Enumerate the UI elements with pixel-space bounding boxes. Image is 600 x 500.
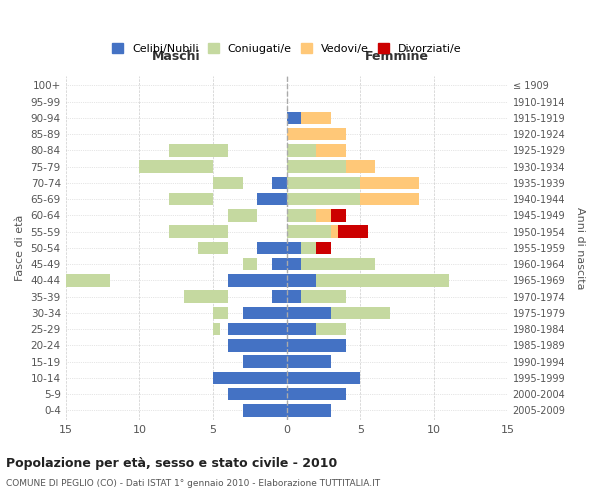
Bar (169, 226, 228, 238)
Bar (228, 274, 287, 286)
Bar (287, 258, 301, 270)
Bar (199, 193, 206, 205)
Bar (346, 160, 375, 173)
Bar (316, 323, 346, 336)
Bar (257, 242, 287, 254)
Bar (272, 258, 287, 270)
Bar (361, 176, 419, 189)
Bar (331, 209, 346, 222)
Bar (287, 176, 361, 189)
Bar (287, 193, 361, 205)
Bar (199, 226, 213, 238)
Bar (242, 404, 287, 416)
Text: COMUNE DI PEGLIO (CO) - Dati ISTAT 1° gennaio 2010 - Elaborazione TUTTITALIA.IT: COMUNE DI PEGLIO (CO) - Dati ISTAT 1° ge… (6, 479, 380, 488)
Text: Femmine: Femmine (365, 50, 429, 62)
Bar (287, 323, 316, 336)
Bar (331, 226, 338, 238)
Bar (287, 128, 346, 140)
Bar (257, 193, 287, 205)
Y-axis label: Anni di nascita: Anni di nascita (575, 206, 585, 289)
Bar (228, 388, 287, 400)
Bar (331, 306, 390, 319)
Bar (213, 372, 287, 384)
Bar (301, 290, 346, 303)
Bar (316, 274, 449, 286)
Bar (287, 274, 316, 286)
Bar (287, 356, 331, 368)
Text: Maschi: Maschi (152, 50, 200, 62)
Bar (213, 306, 228, 319)
Bar (287, 290, 301, 303)
Bar (242, 356, 287, 368)
Bar (213, 176, 242, 189)
Bar (287, 160, 346, 173)
Bar (272, 290, 287, 303)
Bar (199, 242, 228, 254)
Bar (0, 274, 110, 286)
Bar (361, 193, 419, 205)
Bar (316, 242, 331, 254)
Bar (242, 306, 287, 319)
Bar (228, 339, 287, 351)
Bar (287, 242, 301, 254)
Bar (213, 323, 220, 336)
Bar (95, 274, 103, 286)
Bar (287, 209, 316, 222)
Bar (301, 112, 331, 124)
Bar (287, 372, 361, 384)
Bar (287, 404, 331, 416)
Bar (287, 226, 331, 238)
Bar (169, 193, 213, 205)
Bar (287, 339, 346, 351)
Bar (184, 290, 228, 303)
Bar (287, 306, 331, 319)
Bar (139, 160, 213, 173)
Bar (228, 209, 257, 222)
Bar (228, 323, 287, 336)
Bar (316, 144, 346, 156)
Bar (199, 144, 213, 156)
Bar (301, 242, 316, 254)
Text: Popolazione per età, sesso e stato civile - 2010: Popolazione per età, sesso e stato civil… (6, 458, 337, 470)
Bar (272, 176, 287, 189)
Bar (169, 144, 228, 156)
Bar (287, 112, 301, 124)
Bar (242, 258, 257, 270)
Bar (338, 226, 368, 238)
Y-axis label: Fasce di età: Fasce di età (15, 214, 25, 281)
Bar (287, 144, 316, 156)
Bar (316, 209, 331, 222)
Bar (287, 388, 346, 400)
Bar (301, 258, 375, 270)
Legend: Celibi/Nubili, Coniugati/e, Vedovi/e, Divorziati/e: Celibi/Nubili, Coniugati/e, Vedovi/e, Di… (109, 40, 464, 58)
